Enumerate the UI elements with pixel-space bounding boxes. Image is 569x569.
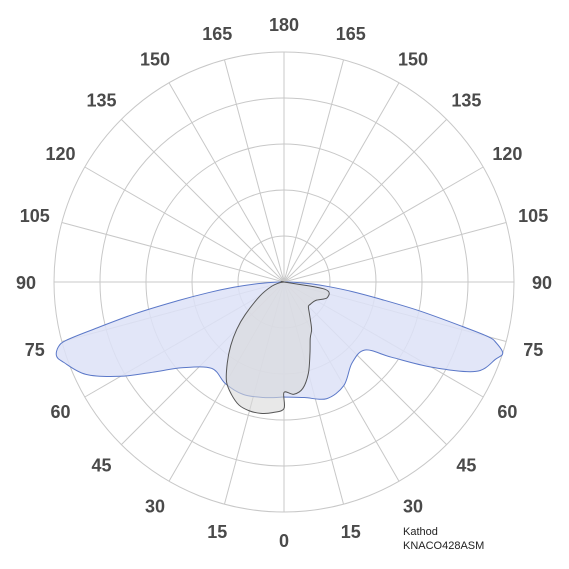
- grid-spoke: [84, 166, 285, 283]
- brand-label: Kathod: [403, 526, 438, 538]
- angle-label: 75: [25, 340, 45, 360]
- grid-spoke: [121, 119, 285, 283]
- angle-label: 75: [523, 340, 543, 360]
- angle-label: 135: [451, 91, 481, 111]
- distribution-curves: [55, 280, 504, 414]
- angle-label: 105: [20, 206, 50, 226]
- angle-label: 60: [497, 402, 517, 422]
- angle-label: 135: [87, 91, 117, 111]
- angle-label: 15: [341, 522, 361, 542]
- series-1-curve: [225, 280, 330, 414]
- angle-label: 90: [16, 273, 36, 293]
- angle-label: 105: [518, 206, 548, 226]
- grid-spoke: [61, 221, 285, 283]
- grid-spoke: [283, 166, 484, 283]
- angle-label: 150: [140, 50, 170, 70]
- model-label: KNACO428ASM: [403, 540, 484, 552]
- grid-spoke: [223, 59, 285, 283]
- angle-label: 45: [92, 455, 112, 475]
- grid-spoke: [168, 82, 285, 283]
- angle-label: 120: [46, 144, 76, 164]
- grid-spoke: [283, 59, 345, 283]
- angle-labels: 180 1651501351201059075604530150153045607…: [16, 15, 552, 551]
- angle-label: 30: [403, 496, 423, 516]
- grid-spoke: [283, 82, 400, 283]
- angle-label: 165: [336, 24, 366, 44]
- angle-label: 30: [145, 496, 165, 516]
- grid-spoke: [283, 221, 507, 283]
- angle-label: 60: [51, 402, 71, 422]
- angle-label: 180: [269, 15, 299, 35]
- angle-label: 45: [456, 455, 476, 475]
- angle-label: 150: [398, 50, 428, 70]
- angle-label: 0: [279, 531, 289, 551]
- angle-label: 90: [532, 273, 552, 293]
- angle-label: 120: [492, 144, 522, 164]
- angle-label: 165: [202, 24, 232, 44]
- angle-label: 15: [207, 522, 227, 542]
- grid-spoke: [283, 119, 447, 283]
